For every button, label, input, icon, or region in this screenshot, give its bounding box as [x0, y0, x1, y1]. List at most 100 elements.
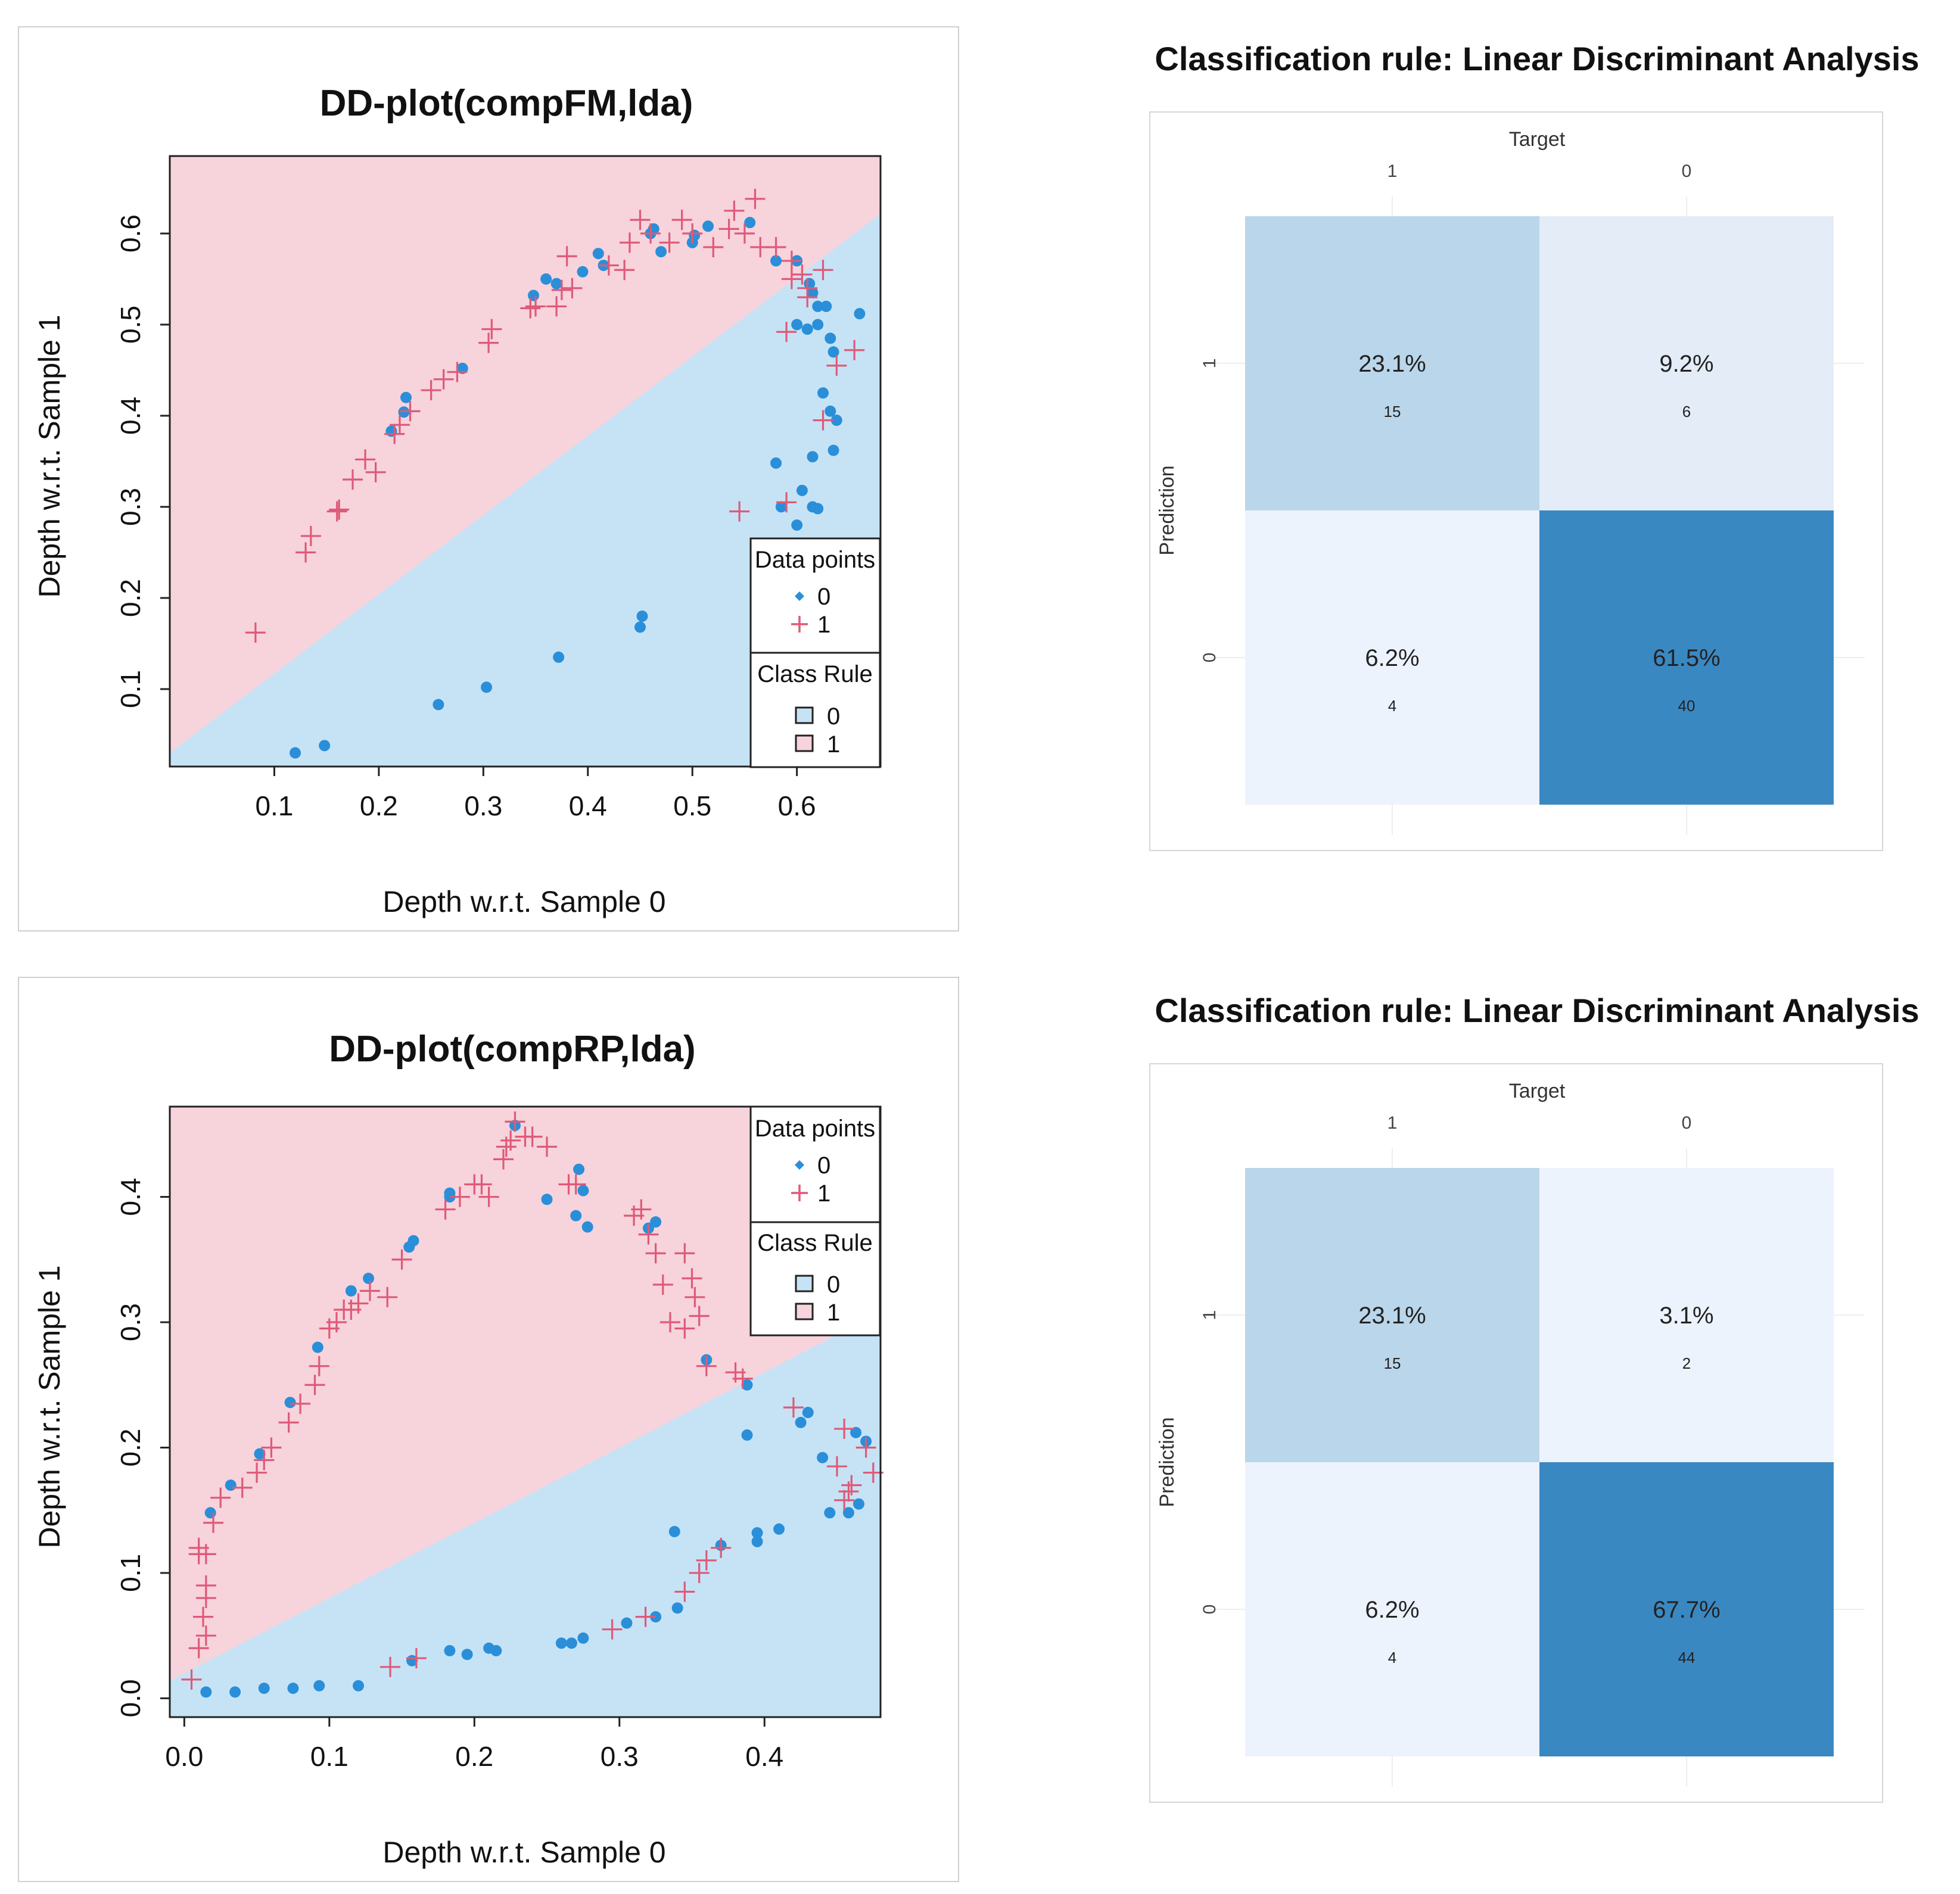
- data-point-class-0: [345, 1285, 357, 1297]
- data-point-class-0: [254, 1448, 266, 1460]
- y-tick-label: 0.3: [115, 488, 146, 526]
- legend-rule-title: Class Rule: [757, 1230, 872, 1256]
- cm-cell-count: 15: [1384, 403, 1401, 420]
- data-point-class-1: [421, 380, 441, 401]
- cm-title: Classification rule: Linear Discriminant…: [1155, 992, 1919, 1029]
- data-point-class-0: [812, 300, 824, 312]
- data-point-class-1: [195, 1625, 216, 1646]
- data-point-class-1: [565, 1174, 586, 1195]
- data-point-class-1: [844, 339, 865, 360]
- data-point-class-1: [792, 264, 813, 285]
- data-point-class-0: [553, 651, 565, 663]
- data-point-class-1: [481, 319, 502, 339]
- data-point-class-1: [433, 369, 454, 390]
- y-axis-label: Depth w.r.t. Sample 1: [33, 1265, 66, 1548]
- cm-row-label: 0: [1200, 1605, 1219, 1615]
- data-point-class-1: [181, 1669, 202, 1690]
- x-tick-label: 0.2: [360, 790, 398, 821]
- data-point-class-0: [825, 332, 836, 344]
- confusion-matrix-comprp: Classification rule: Linear Discriminant…: [1149, 992, 1919, 1803]
- data-point-class-0: [290, 747, 301, 759]
- data-point-class-1: [290, 1393, 311, 1414]
- data-point-class-1: [671, 210, 692, 230]
- plot-border: [169, 1105, 882, 1718]
- data-point-class-0: [791, 319, 803, 331]
- data-point-class-0: [812, 503, 824, 515]
- data-point-class-0: [824, 1507, 836, 1519]
- data-point-class-1: [326, 501, 347, 522]
- region-class-0: [170, 213, 881, 767]
- data-point-class-1: [493, 1149, 514, 1170]
- data-point-class-0: [802, 1407, 814, 1419]
- data-point-class-1: [525, 296, 546, 317]
- data-point-class-1: [729, 501, 750, 522]
- data-point-class-0: [433, 699, 444, 711]
- data-point-class-1: [826, 1456, 847, 1477]
- data-point-class-1: [640, 223, 661, 244]
- data-point-class-1: [203, 1512, 224, 1533]
- y-tick-label: 0.3: [115, 1303, 146, 1341]
- data-point-class-0: [577, 266, 589, 278]
- data-point-class-0: [258, 1683, 270, 1694]
- data-point-class-1: [602, 1619, 623, 1640]
- data-point-class-1: [685, 1286, 705, 1307]
- cm-cell-percent: 9.2%: [1659, 351, 1713, 377]
- data-point-class-1: [781, 250, 802, 271]
- data-point-class-0: [287, 1683, 299, 1694]
- data-point-class-0: [702, 220, 714, 232]
- data-point-class-0: [312, 1341, 323, 1353]
- legend-region-1-swatch: [795, 734, 814, 752]
- data-point-class-1: [781, 269, 802, 289]
- cm-plot: 23.1% 15 9.2% 6 6.2% 4 61.5% 40 Target 1 0 Predicti…: [1149, 111, 1883, 851]
- data-point-class-0: [773, 1523, 785, 1535]
- data-point-class-1: [188, 1537, 209, 1558]
- data-point-class-0: [853, 1498, 864, 1510]
- dd-plot-comprp: DD-plot(compRP,lda) Depth w.r.t. Sample …: [18, 977, 959, 1882]
- data-point-class-1: [598, 255, 619, 276]
- data-point-class-1: [329, 499, 350, 520]
- cm-cell: [1245, 1168, 1539, 1462]
- data-point-class-1: [254, 1450, 275, 1471]
- data-point-class-1: [674, 1243, 695, 1264]
- data-point-class-1: [659, 1312, 680, 1333]
- cm-row-label: 1: [1200, 359, 1219, 369]
- data-point-class-1: [703, 236, 724, 257]
- y-tick-label: 0.4: [115, 397, 146, 435]
- data-point-class-0: [751, 1527, 763, 1539]
- y-tick-label: 0.1: [115, 1554, 146, 1592]
- chart-title: DD-plot(compFM,lda): [320, 83, 693, 124]
- cm-cell-count: 6: [1682, 403, 1691, 420]
- data-point-class-1: [826, 355, 847, 376]
- cm-cell-count: 15: [1384, 1354, 1401, 1372]
- data-point-class-0: [204, 1507, 216, 1519]
- confusion-matrix-compfm: Classification rule: Linear Discriminant…: [1149, 40, 1919, 851]
- data-point-class-0: [751, 1535, 763, 1547]
- data-point-class-1: [619, 232, 640, 253]
- data-point-class-0: [817, 387, 829, 399]
- data-point-class-0: [770, 457, 782, 469]
- data-point-class-1: [834, 1418, 855, 1439]
- legend: Data points 0 1 Class Rule 0 1: [749, 537, 881, 768]
- data-point-class-1: [295, 542, 316, 563]
- data-point-class-0: [225, 1479, 237, 1491]
- legend-data-item-0: 0: [817, 584, 830, 610]
- data-point-class-1: [635, 1606, 656, 1627]
- x-tick-label: 0.1: [255, 790, 293, 821]
- data-point-class-1: [355, 449, 376, 470]
- x-tick-label: 0.4: [569, 790, 607, 821]
- data-point-class-1: [500, 1130, 521, 1151]
- region-class-0: [170, 1312, 881, 1717]
- data-point-class-1: [188, 1638, 209, 1659]
- data-point-class-0: [775, 501, 787, 513]
- data-point-class-0: [363, 1272, 375, 1284]
- data-point-class-1: [391, 1249, 412, 1270]
- data-point-class-0: [550, 278, 562, 289]
- data-point-class-0: [541, 1194, 553, 1205]
- cm-col-label: 0: [1682, 1113, 1692, 1133]
- cm-col-label: 1: [1387, 161, 1398, 181]
- plot-border: [169, 155, 882, 768]
- data-point-class-0: [744, 217, 756, 229]
- cm-cell: [1539, 216, 1834, 510]
- data-point-class-1: [471, 1174, 492, 1195]
- data-point-class-0: [200, 1686, 212, 1698]
